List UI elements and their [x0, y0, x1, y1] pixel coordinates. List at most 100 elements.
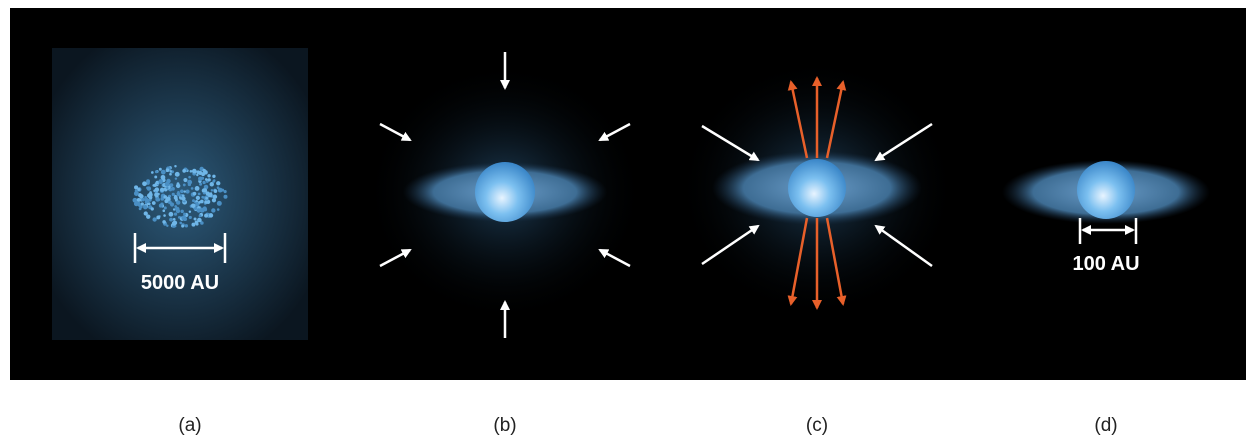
particle: [166, 187, 168, 189]
protostar: [788, 159, 846, 217]
particle: [176, 200, 180, 204]
particle: [205, 178, 208, 181]
particle: [158, 179, 163, 184]
particle: [184, 190, 186, 192]
panel-label: (a): [178, 415, 201, 436]
particle: [189, 211, 191, 213]
particle: [198, 201, 201, 204]
particle: [155, 170, 158, 173]
particle: [160, 188, 164, 192]
particle: [142, 181, 147, 186]
particle: [210, 192, 212, 194]
star: [1077, 161, 1135, 219]
particle: [141, 198, 145, 202]
particle: [159, 204, 163, 208]
particle: [176, 184, 180, 188]
particle: [193, 192, 197, 196]
particle: [181, 210, 184, 213]
particle: [188, 176, 191, 179]
particle: [198, 193, 201, 196]
particle: [191, 187, 194, 190]
figure: 5000 AU 100 AU (a) (b) (c) (d): [0, 0, 1246, 438]
particle: [182, 194, 185, 197]
particle: [196, 174, 198, 176]
particle: [183, 213, 186, 216]
particle: [223, 195, 227, 199]
particle: [151, 171, 154, 174]
particle: [209, 213, 214, 218]
particle: [194, 217, 197, 220]
particle: [182, 169, 186, 173]
page: {"panels": [{"label": "(a)", "scale": "5…: [0, 0, 1246, 438]
particle: [217, 186, 220, 189]
particle: [190, 170, 193, 173]
particle: [139, 207, 142, 210]
particle: [199, 215, 202, 218]
particle: [152, 184, 155, 187]
particle: [175, 207, 180, 212]
particle: [195, 186, 200, 191]
particle: [185, 190, 189, 194]
particle: [152, 217, 156, 221]
particle: [205, 197, 208, 200]
particle: [169, 212, 174, 217]
particle: [191, 223, 195, 227]
particle: [201, 196, 204, 199]
particle: [211, 189, 213, 191]
particle: [155, 187, 160, 192]
particle: [183, 183, 186, 186]
scale-label: 5000 AU: [141, 272, 219, 294]
particle: [164, 206, 167, 209]
particle: [159, 168, 162, 171]
particle: [181, 225, 184, 228]
particle: [175, 177, 177, 179]
particle: [204, 214, 208, 218]
particle: [144, 211, 148, 215]
particle: [172, 193, 175, 196]
particle: [212, 175, 215, 178]
panel-label: (b): [493, 415, 516, 436]
particle: [199, 183, 202, 186]
particle: [174, 195, 177, 198]
particle: [166, 168, 170, 172]
particle: [211, 208, 215, 212]
particle: [212, 180, 215, 183]
particle: [169, 218, 173, 222]
particle: [207, 178, 210, 181]
particle: [147, 203, 149, 205]
particle: [213, 195, 217, 199]
particle: [169, 173, 172, 176]
particle: [198, 176, 202, 180]
particle: [174, 213, 177, 216]
particle: [183, 178, 187, 182]
particle: [141, 202, 144, 205]
particle: [156, 216, 160, 220]
particle: [189, 216, 192, 219]
particle: [161, 170, 166, 175]
particle: [192, 169, 197, 174]
particle: [192, 199, 195, 202]
particle: [181, 215, 186, 220]
particle: [166, 225, 168, 227]
particle: [146, 179, 150, 183]
particle: [154, 192, 159, 197]
particle: [180, 189, 184, 193]
particle: [162, 220, 166, 224]
particle: [191, 204, 195, 208]
particle: [173, 208, 175, 210]
particle: [137, 198, 141, 202]
particle: [179, 222, 182, 225]
particle: [137, 188, 140, 191]
particle: [196, 208, 200, 212]
particle: [217, 208, 220, 211]
scale-label: 100 AU: [1072, 253, 1139, 275]
particle: [173, 218, 176, 221]
particle: [174, 165, 176, 167]
particle: [202, 206, 206, 210]
particle: [152, 201, 156, 205]
particle: [224, 190, 227, 193]
particle: [198, 171, 202, 175]
particle: [175, 172, 180, 177]
particle: [172, 221, 177, 226]
particle: [154, 176, 157, 179]
